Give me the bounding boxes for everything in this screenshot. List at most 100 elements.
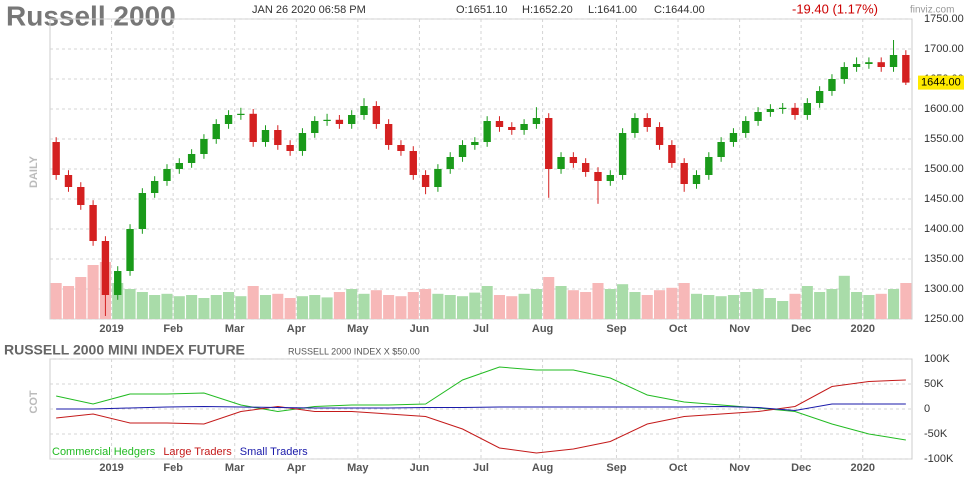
volume-bar bbox=[149, 295, 161, 319]
x-tick-label: Nov bbox=[729, 462, 751, 474]
x-tick-label: 2020 bbox=[851, 462, 875, 474]
candle-body bbox=[77, 187, 85, 205]
candle-body bbox=[89, 205, 97, 241]
candle-body bbox=[261, 130, 270, 142]
volume-bar bbox=[555, 286, 567, 319]
candle-body bbox=[791, 107, 799, 115]
volume-bar bbox=[838, 275, 850, 319]
candle-body bbox=[212, 124, 220, 139]
volume-bar bbox=[210, 295, 222, 319]
cot-line bbox=[56, 379, 906, 454]
quote-change: -19.40 (1.17%) bbox=[792, 1, 878, 16]
candle-body bbox=[175, 163, 183, 169]
volume-bar bbox=[604, 289, 616, 319]
cot-line bbox=[56, 403, 906, 412]
candle-body bbox=[323, 119, 331, 121]
candle-body bbox=[360, 106, 368, 115]
volume-bar bbox=[161, 293, 173, 319]
x-tick-label: Jul bbox=[473, 323, 489, 335]
candle-body bbox=[397, 145, 405, 151]
volume-bar bbox=[346, 289, 358, 319]
volume-bar bbox=[789, 293, 801, 319]
volume-bar bbox=[703, 295, 715, 319]
x-tick-label: Oct bbox=[669, 323, 688, 335]
candle-body bbox=[298, 133, 307, 151]
volume-bar bbox=[863, 295, 875, 319]
volume-bar bbox=[826, 289, 838, 319]
y-tick-label: -50K bbox=[924, 428, 948, 440]
quote-high: H:1652.20 bbox=[522, 4, 573, 16]
candle-body bbox=[458, 145, 467, 157]
x-tick-label: Jun bbox=[410, 462, 430, 474]
volume-bar bbox=[87, 265, 99, 319]
candle-body bbox=[852, 64, 861, 67]
candle-body bbox=[729, 133, 738, 142]
y-tick-label: 1700.00 bbox=[924, 43, 964, 55]
legend-label: Commercial Hedgers bbox=[52, 446, 156, 458]
volume-bar bbox=[740, 292, 752, 319]
y-tick-label: 0 bbox=[924, 403, 930, 415]
candle-body bbox=[101, 241, 110, 295]
candle-body bbox=[483, 121, 491, 142]
x-tick-label: Feb bbox=[163, 462, 183, 474]
candle-body bbox=[446, 157, 454, 169]
candle-body bbox=[150, 181, 159, 193]
x-tick-label: Apr bbox=[287, 323, 307, 335]
candle-body bbox=[200, 139, 208, 154]
candle-body bbox=[421, 175, 430, 187]
volume-bar bbox=[900, 283, 912, 319]
volume-bar bbox=[592, 283, 604, 319]
y-tick-label: 1400.00 bbox=[924, 223, 964, 235]
period-label: DAILY bbox=[28, 155, 40, 188]
volume-bar bbox=[456, 296, 469, 319]
candle-body bbox=[508, 127, 516, 130]
volume-bar bbox=[370, 290, 382, 319]
volume-bar bbox=[247, 286, 259, 319]
volume-bar bbox=[223, 292, 235, 319]
candle-body bbox=[249, 113, 257, 142]
volume-bar bbox=[383, 295, 395, 319]
candle-body bbox=[274, 130, 282, 145]
x-tick-label: Jun bbox=[410, 323, 430, 335]
candle-body bbox=[680, 163, 688, 184]
candle-body bbox=[643, 118, 651, 127]
volume-bar bbox=[764, 298, 776, 319]
volume-bar bbox=[50, 283, 62, 319]
y-tick-label: 1250.00 bbox=[924, 313, 964, 325]
candle-body bbox=[865, 62, 873, 64]
volume-bar bbox=[333, 292, 345, 319]
volume-bar bbox=[543, 277, 555, 319]
volume-bar bbox=[617, 284, 629, 319]
cot-title: RUSSELL 2000 MINI INDEX FUTURE bbox=[4, 342, 245, 358]
x-tick-label: Aug bbox=[532, 323, 553, 335]
candle-body bbox=[889, 55, 898, 67]
volume-bar bbox=[580, 292, 592, 319]
quote-close: C:1644.00 bbox=[654, 4, 705, 16]
y-tick-label: 1450.00 bbox=[924, 193, 964, 205]
y-tick-label: -100K bbox=[924, 453, 954, 465]
y-tick-label: 1500.00 bbox=[924, 163, 964, 175]
volume-bar bbox=[727, 295, 739, 319]
candle-body bbox=[742, 121, 750, 133]
x-tick-label: Dec bbox=[791, 462, 811, 474]
candle-body bbox=[902, 55, 910, 83]
candle-body bbox=[348, 115, 356, 124]
candle-body bbox=[705, 157, 713, 175]
candle-body bbox=[557, 157, 565, 169]
cot-line bbox=[56, 366, 906, 441]
x-tick-label: 2020 bbox=[851, 323, 875, 335]
candle-body bbox=[286, 145, 294, 151]
x-tick-label: Mar bbox=[225, 462, 245, 474]
candle-body bbox=[187, 154, 196, 163]
volume-bar bbox=[186, 295, 198, 319]
y-tick-label: 1750.00 bbox=[924, 13, 964, 25]
candle-body bbox=[237, 113, 245, 115]
chart-title: Russell 2000 bbox=[6, 0, 176, 31]
volume-bar bbox=[296, 296, 308, 319]
candle-body bbox=[64, 175, 73, 187]
candle-body bbox=[126, 229, 134, 271]
volume-bar bbox=[851, 292, 863, 319]
volume-bar bbox=[777, 301, 789, 319]
volume-bar bbox=[481, 286, 493, 319]
